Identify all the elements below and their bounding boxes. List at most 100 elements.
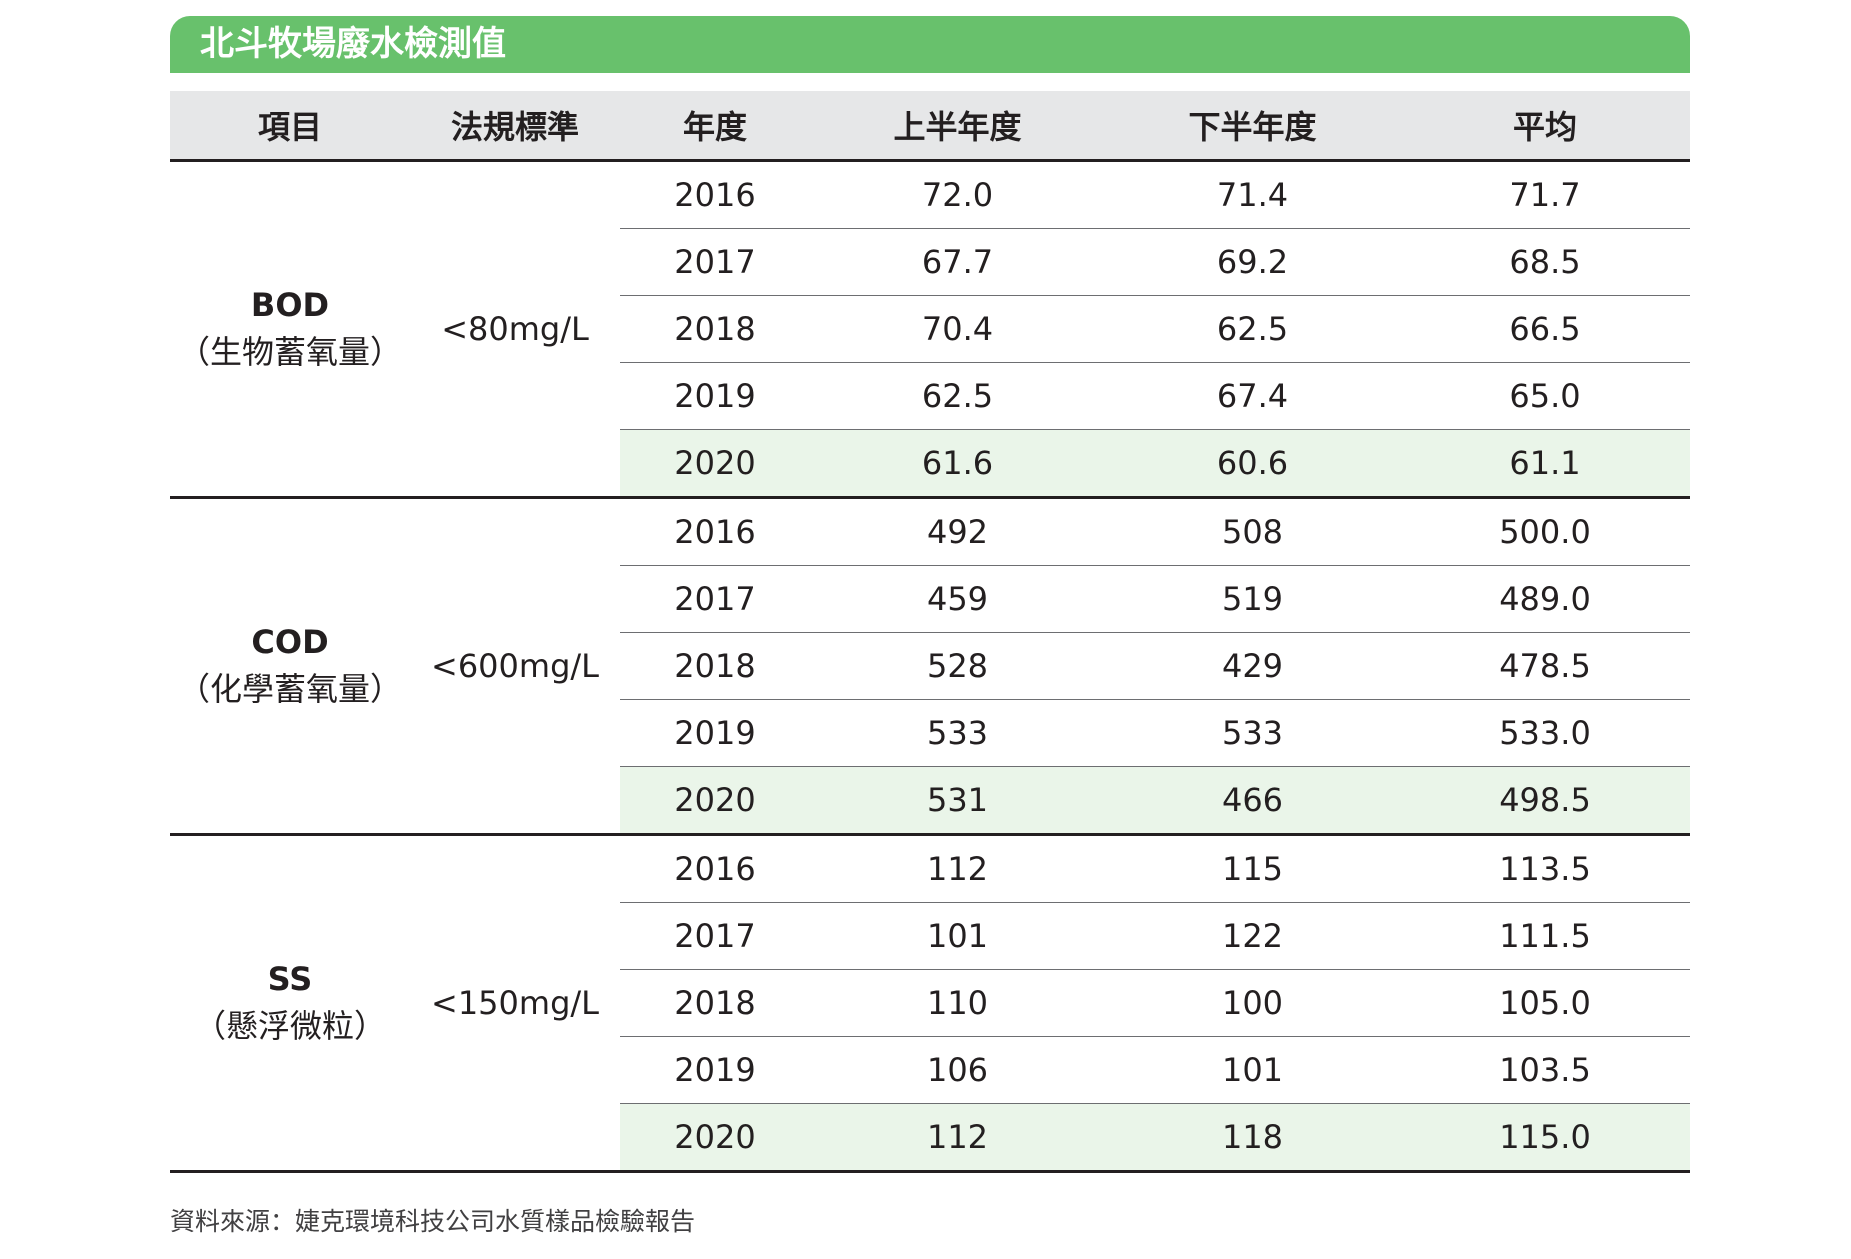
average-cell: 498.5 bbox=[1400, 766, 1690, 836]
item-description: （懸浮微粒） bbox=[193, 1007, 386, 1045]
second-half-cell: 118 bbox=[1105, 1103, 1400, 1173]
first-half-cell: 72.0 bbox=[810, 160, 1105, 229]
first-half-cell: 101 bbox=[810, 902, 1105, 970]
second-half-cell: 69.2 bbox=[1105, 228, 1400, 296]
table-row: 2020 112 118 115.0 bbox=[170, 1103, 1690, 1173]
second-half-cell: 122 bbox=[1105, 902, 1400, 970]
standard-value: <80mg/L bbox=[441, 310, 589, 348]
first-half-cell: 110 bbox=[810, 969, 1105, 1037]
table-row: 2017 67.7 69.2 68.5 bbox=[170, 228, 1690, 296]
year-cell: 2017 bbox=[620, 902, 810, 970]
table-row: 2019 106 101 103.5 bbox=[170, 1036, 1690, 1104]
first-half-cell: 67.7 bbox=[810, 228, 1105, 296]
item-description: （化學蓄氧量） bbox=[177, 670, 402, 708]
header-standard: 法規標準 bbox=[410, 91, 620, 162]
table-row: 2017 459 519 489.0 bbox=[170, 565, 1690, 633]
table-row: 2020 531 466 498.5 bbox=[170, 766, 1690, 836]
average-cell: 103.5 bbox=[1400, 1036, 1690, 1104]
year-cell: 2019 bbox=[620, 1036, 810, 1104]
year-cell: 2020 bbox=[620, 1103, 810, 1173]
year-cell: 2018 bbox=[620, 632, 810, 700]
table-row: 2019 62.5 67.4 65.0 bbox=[170, 362, 1690, 430]
standard-value: <600mg/L bbox=[431, 647, 599, 685]
second-half-cell: 67.4 bbox=[1105, 362, 1400, 430]
standard-cell: <600mg/L bbox=[410, 497, 620, 836]
source-note: 資料來源：婕克環境科技公司水質樣品檢驗報告 bbox=[170, 1207, 696, 1236]
table-row: BOD （生物蓄氧量） <80mg/L 2016 72.0 71.4 71.7 bbox=[170, 160, 1690, 499]
average-cell: 71.7 bbox=[1400, 160, 1690, 229]
average-cell: 105.0 bbox=[1400, 969, 1690, 1037]
first-half-cell: 492 bbox=[810, 497, 1105, 566]
first-half-cell: 62.5 bbox=[810, 362, 1105, 430]
average-cell: 111.5 bbox=[1400, 902, 1690, 970]
second-half-cell: 100 bbox=[1105, 969, 1400, 1037]
first-half-cell: 106 bbox=[810, 1036, 1105, 1104]
table-row: SS （懸浮微粒） <150mg/L 2016 112 115 113.5 bbox=[170, 834, 1690, 1173]
second-half-cell: 429 bbox=[1105, 632, 1400, 700]
first-half-cell: 459 bbox=[810, 565, 1105, 633]
average-cell: 533.0 bbox=[1400, 699, 1690, 767]
item-code: SS bbox=[267, 960, 313, 998]
year-cell: 2019 bbox=[620, 362, 810, 430]
header-first-half: 上半年度 bbox=[810, 91, 1105, 162]
header-average: 平均 bbox=[1400, 91, 1690, 162]
year-cell: 2017 bbox=[620, 228, 810, 296]
first-half-cell: 61.6 bbox=[810, 429, 1105, 499]
average-cell: 68.5 bbox=[1400, 228, 1690, 296]
table-row: COD （化學蓄氧量） <600mg/L 2016 492 508 500.0 bbox=[170, 497, 1690, 836]
year-cell: 2016 bbox=[620, 160, 810, 229]
table-row: 2018 70.4 62.5 66.5 bbox=[170, 295, 1690, 363]
second-half-cell: 466 bbox=[1105, 766, 1400, 836]
standard-value: <150mg/L bbox=[431, 984, 599, 1022]
year-cell: 2016 bbox=[620, 834, 810, 903]
average-cell: 66.5 bbox=[1400, 295, 1690, 363]
title-bar: 北斗牧場廢水檢測值 bbox=[170, 16, 1690, 73]
average-cell: 489.0 bbox=[1400, 565, 1690, 633]
item-cell: SS （懸浮微粒） bbox=[170, 834, 410, 1173]
second-half-cell: 101 bbox=[1105, 1036, 1400, 1104]
second-half-cell: 62.5 bbox=[1105, 295, 1400, 363]
table-row: 2020 61.6 60.6 61.1 bbox=[170, 429, 1690, 499]
second-half-cell: 60.6 bbox=[1105, 429, 1400, 499]
header-year: 年度 bbox=[620, 91, 810, 162]
year-cell: 2018 bbox=[620, 969, 810, 1037]
second-half-cell: 519 bbox=[1105, 565, 1400, 633]
year-cell: 2020 bbox=[620, 766, 810, 836]
first-half-cell: 112 bbox=[810, 1103, 1105, 1173]
standard-cell: <150mg/L bbox=[410, 834, 620, 1173]
year-cell: 2018 bbox=[620, 295, 810, 363]
second-half-cell: 508 bbox=[1105, 497, 1400, 566]
average-cell: 65.0 bbox=[1400, 362, 1690, 430]
wastewater-table: 項目 法規標準 年度 上半年度 下半年度 平均 BOD （生物蓄氧量） <80mg/… bbox=[170, 91, 1690, 1173]
header-second-half: 下半年度 bbox=[1105, 91, 1400, 162]
item-cell: COD （化學蓄氧量） bbox=[170, 497, 410, 836]
table-row: 2019 533 533 533.0 bbox=[170, 699, 1690, 767]
second-half-cell: 533 bbox=[1105, 699, 1400, 767]
year-cell: 2017 bbox=[620, 565, 810, 633]
first-half-cell: 531 bbox=[810, 766, 1105, 836]
table-body: BOD （生物蓄氧量） <80mg/L 2016 72.0 71.4 71.7 2017 67.… bbox=[170, 160, 1690, 1173]
average-cell: 500.0 bbox=[1400, 497, 1690, 566]
second-half-cell: 115 bbox=[1105, 834, 1400, 903]
average-cell: 61.1 bbox=[1400, 429, 1690, 499]
table-row: 2018 528 429 478.5 bbox=[170, 632, 1690, 700]
item-cell: BOD （生物蓄氧量） bbox=[170, 160, 410, 499]
average-cell: 478.5 bbox=[1400, 632, 1690, 700]
average-cell: 115.0 bbox=[1400, 1103, 1690, 1173]
year-cell: 2016 bbox=[620, 497, 810, 566]
first-half-cell: 70.4 bbox=[810, 295, 1105, 363]
first-half-cell: 528 bbox=[810, 632, 1105, 700]
standard-cell: <80mg/L bbox=[410, 160, 620, 499]
header-row: 項目 法規標準 年度 上半年度 下半年度 平均 bbox=[170, 91, 1690, 162]
item-description: （生物蓄氧量） bbox=[177, 333, 402, 371]
table-row: 2017 101 122 111.5 bbox=[170, 902, 1690, 970]
average-cell: 113.5 bbox=[1400, 834, 1690, 903]
item-code: BOD bbox=[250, 286, 330, 324]
item-code: COD bbox=[251, 623, 329, 661]
second-half-cell: 71.4 bbox=[1105, 160, 1400, 229]
year-cell: 2020 bbox=[620, 429, 810, 499]
table-row: 2018 110 100 105.0 bbox=[170, 969, 1690, 1037]
header-item: 項目 bbox=[170, 91, 410, 162]
first-half-cell: 533 bbox=[810, 699, 1105, 767]
year-cell: 2019 bbox=[620, 699, 810, 767]
